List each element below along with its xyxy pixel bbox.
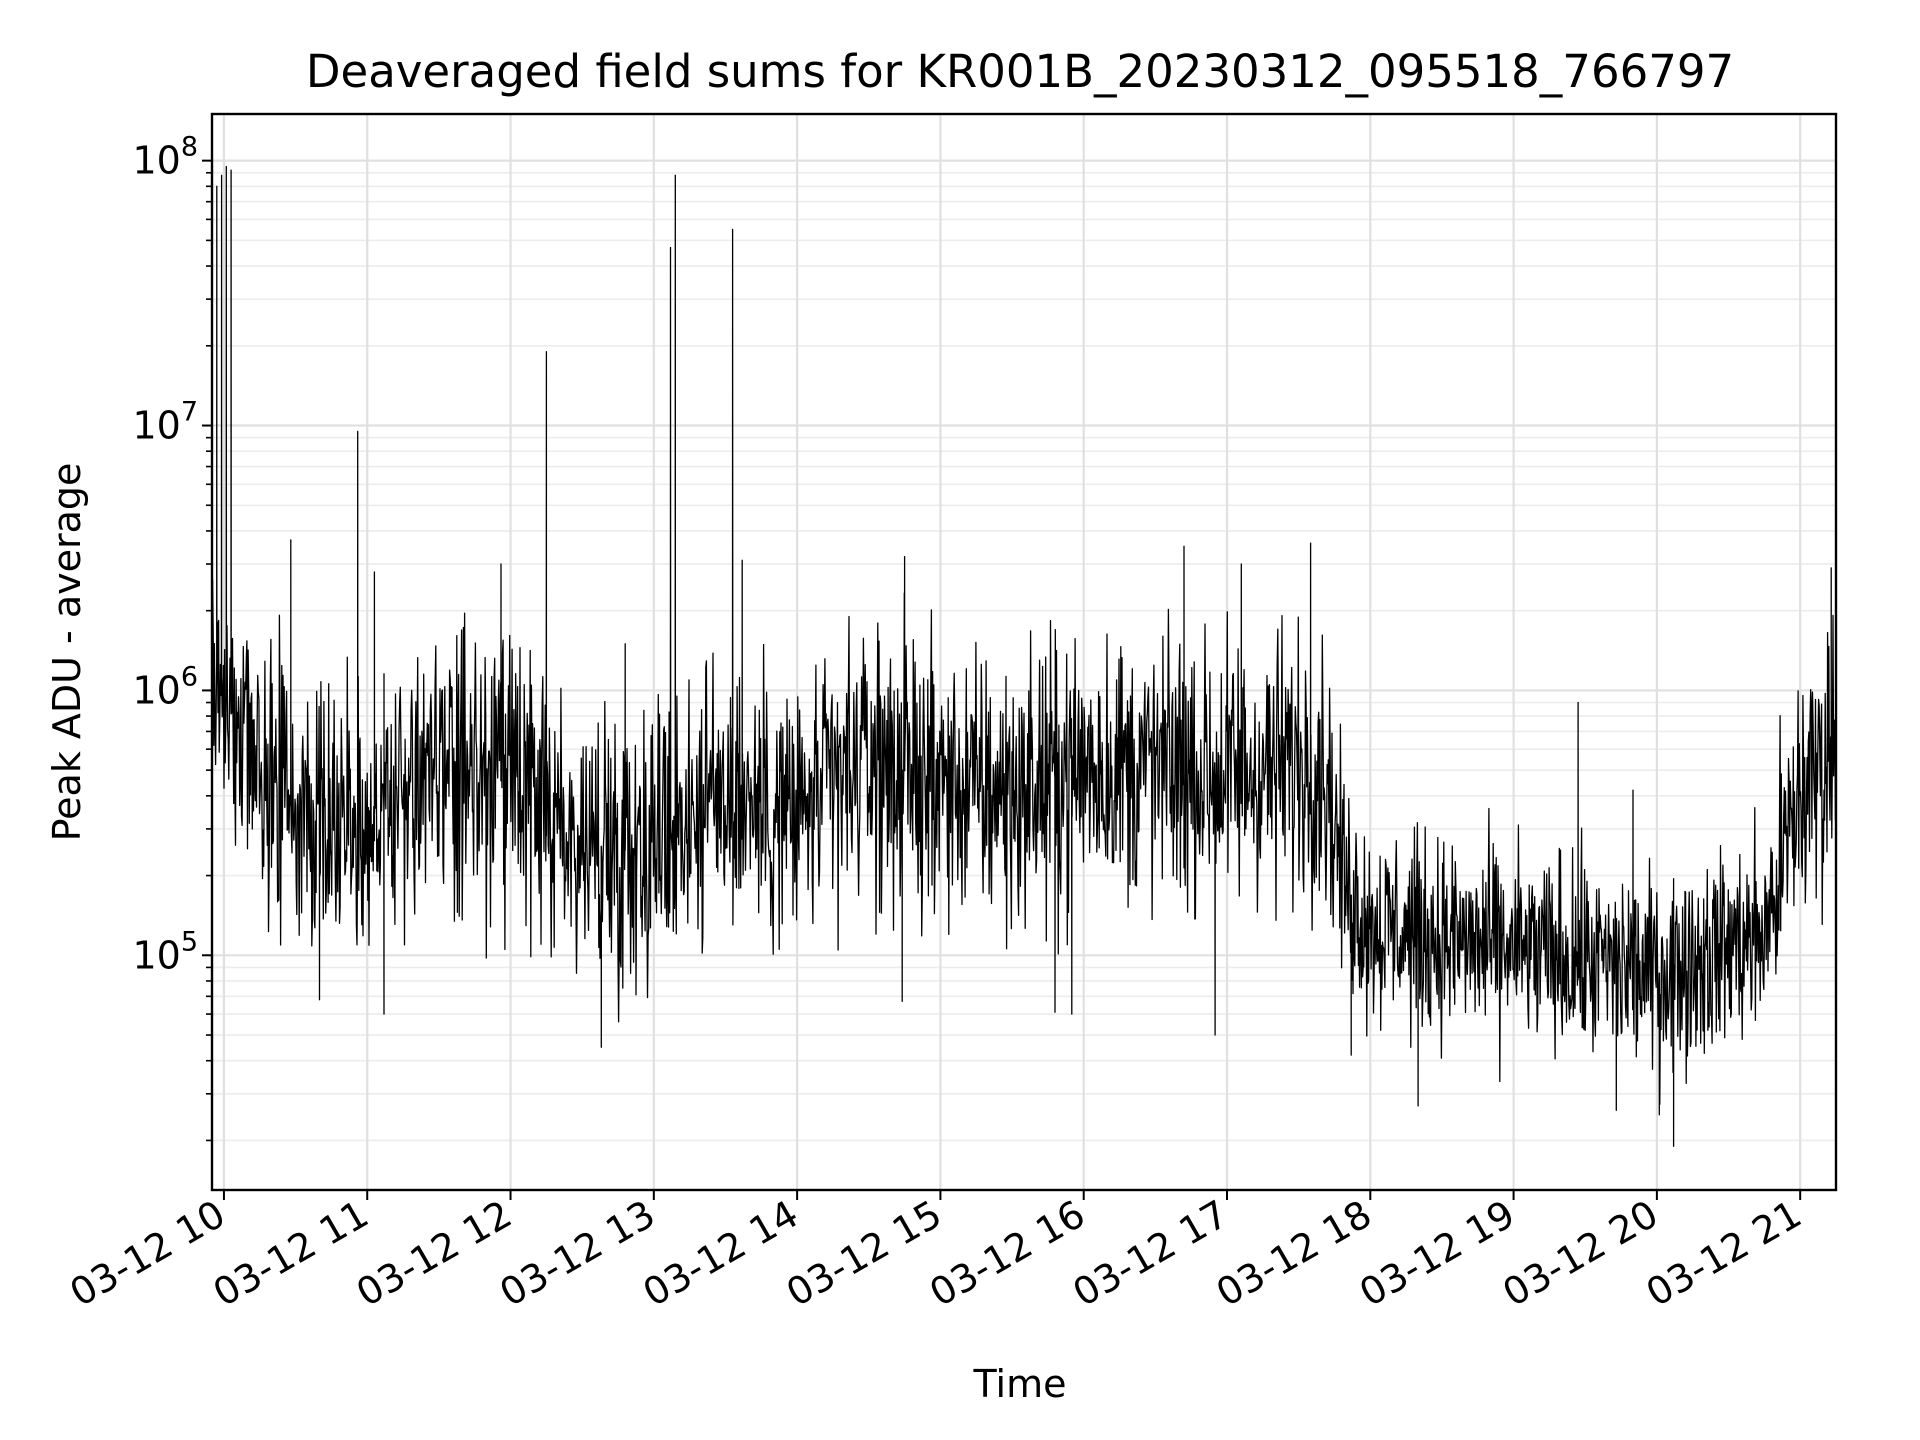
plot-area [211, 165, 1837, 1147]
x-tick-label: 03-12 11 [206, 1192, 376, 1316]
y-axis-label: Peak ADU - average [45, 463, 89, 842]
plot-frame [210, 112, 1838, 1192]
x-tick-label: 03-12 14 [636, 1192, 806, 1316]
x-tick-label: 03-12 20 [1495, 1192, 1665, 1316]
y-axis: 105 106 107 108 [132, 132, 212, 1142]
x-tick-label: 03-12 10 [62, 1192, 232, 1316]
x-tick-label: 03-12 12 [349, 1192, 519, 1316]
x-tick-label: 03-12 19 [1352, 1192, 1522, 1316]
y-tick-label: 106 [132, 661, 198, 712]
x-tick-label: 03-12 13 [492, 1192, 662, 1316]
chart-title: Deaveraged field sums for KR001B_2023031… [306, 45, 1734, 98]
x-tick-label: 03-12 15 [779, 1192, 949, 1316]
y-tick-label: 105 [132, 926, 198, 977]
x-tick-label: 03-12 17 [1066, 1192, 1236, 1316]
x-tick-label: 03-12 18 [1209, 1192, 1379, 1316]
x-tick-label: 03-12 21 [1639, 1192, 1809, 1316]
series-line [211, 165, 1837, 1147]
y-tick-label: 107 [132, 397, 198, 448]
x-tick-label: 03-12 16 [922, 1192, 1092, 1316]
x-axis-label: Time [973, 1362, 1067, 1406]
y-tick-label: 108 [132, 132, 198, 183]
